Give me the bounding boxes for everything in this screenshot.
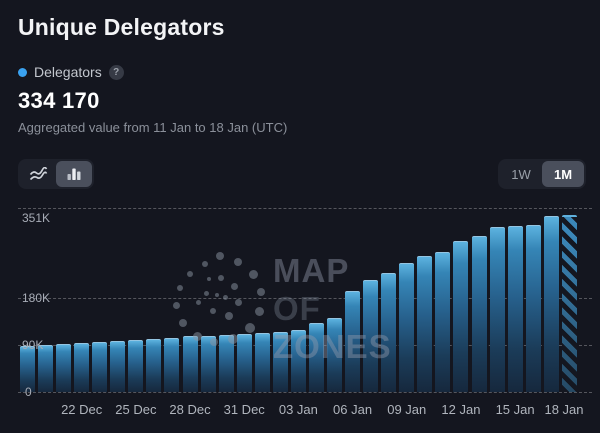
x-tick-label: 28 Dec [169,402,211,417]
bar-05-jan[interactable] [327,318,343,392]
bar-23-dec[interactable] [92,341,108,392]
watermark-dot [231,283,238,290]
bar-chart: 0 90K 180K 351K MAP OF ZONES 22 Dec 25 Dec 28… [18,200,592,425]
watermark-dot [179,319,187,327]
y-tick-label: 0 [25,385,32,399]
watermark-dot [225,312,233,320]
watermark-dot [245,323,255,333]
aggregated-value: 334 170 [18,88,100,113]
watermark-dot [207,277,211,281]
x-tick-label: 09 Jan [387,402,427,417]
bar-19-dec[interactable] [20,346,35,392]
bar-09-jan[interactable] [399,262,415,392]
bar-27-dec[interactable] [164,337,180,392]
watermark-dot [218,275,224,281]
watermark-dot [177,285,183,291]
bar-04-jan[interactable] [308,322,324,392]
area-chart-button[interactable] [20,161,56,187]
bar-25-dec[interactable] [128,339,144,392]
bar-08-jan[interactable] [381,273,397,392]
bar-31-dec[interactable] [236,334,252,392]
watermark-dot [216,252,224,260]
bar-29-dec[interactable] [200,335,216,392]
area-chart-icon [29,166,47,180]
range-1w-button[interactable]: 1W [500,161,542,187]
bar-07-jan[interactable] [363,280,379,392]
x-tick-label: 03 Jan [278,402,318,417]
watermark-dot [255,307,264,316]
bar-22-dec[interactable] [74,343,90,392]
legend[interactable]: Delegators ? [18,64,124,80]
bar-20-dec[interactable] [38,345,54,392]
watermark-dot [234,258,242,266]
bar-02-jan[interactable] [272,331,288,392]
x-tick-label: 06 Jan [333,402,373,417]
bar-16-jan[interactable] [525,225,541,392]
y-tick-label: 90K [22,337,44,352]
help-icon[interactable]: ? [108,64,124,80]
chart-type-toggle [18,159,94,189]
bar-01-jan[interactable] [254,333,270,392]
bar-03-jan[interactable] [290,329,306,392]
bar-06-jan[interactable] [345,291,361,392]
bar-chart-button[interactable] [56,161,92,187]
bar-12-jan[interactable] [453,241,469,392]
bar-28-dec[interactable] [182,336,198,392]
gridline-180K [18,297,592,299]
bar-13-jan[interactable] [471,235,487,392]
x-tick-label: 31 Dec [223,402,265,417]
bar-10-jan[interactable] [417,255,433,392]
x-tick-label: 25 Dec [115,402,157,417]
time-range-toggle: 1W 1M [498,159,586,189]
bar-21-dec[interactable] [56,344,72,392]
bar-chart-icon [67,168,81,180]
bar-24-dec[interactable] [110,340,126,392]
watermark-dot [215,293,219,297]
watermark-dot [196,300,201,305]
bar-14-jan[interactable] [489,227,505,392]
bar-17-jan[interactable] [543,215,559,392]
page-title: Unique Delegators [18,14,225,40]
watermark-dot [173,302,180,309]
bar-15-jan[interactable] [507,225,523,392]
x-tick-label: 15 Jan [495,402,535,417]
x-tick-label: 22 Dec [61,402,103,417]
watermark-dot [210,308,216,314]
y-tick-label: 180K [22,290,51,305]
gridline-351K [18,208,592,209]
watermark-dot [235,299,242,306]
x-tick-label: 12 Jan [441,402,481,417]
range-1m-button[interactable]: 1M [542,161,584,187]
legend-label: Delegators [34,64,102,80]
bar-18-jan[interactable] [561,215,577,392]
x-tick-label: 18 Jan [544,402,584,417]
bar-26-dec[interactable] [146,338,162,392]
legend-dot-icon [18,67,27,77]
watermark-dot [187,271,193,277]
watermark-dot [257,288,265,296]
gridline-0 [18,392,592,393]
watermark-dot [204,291,209,296]
watermark-dot [202,261,208,267]
bar-11-jan[interactable] [435,251,451,392]
watermark-dot [249,270,258,279]
y-tick-label: 351K [22,211,51,225]
bar-30-dec[interactable] [218,335,234,392]
aggregation-subtitle: Aggregated value from 11 Jan to 18 Jan (… [18,120,288,135]
